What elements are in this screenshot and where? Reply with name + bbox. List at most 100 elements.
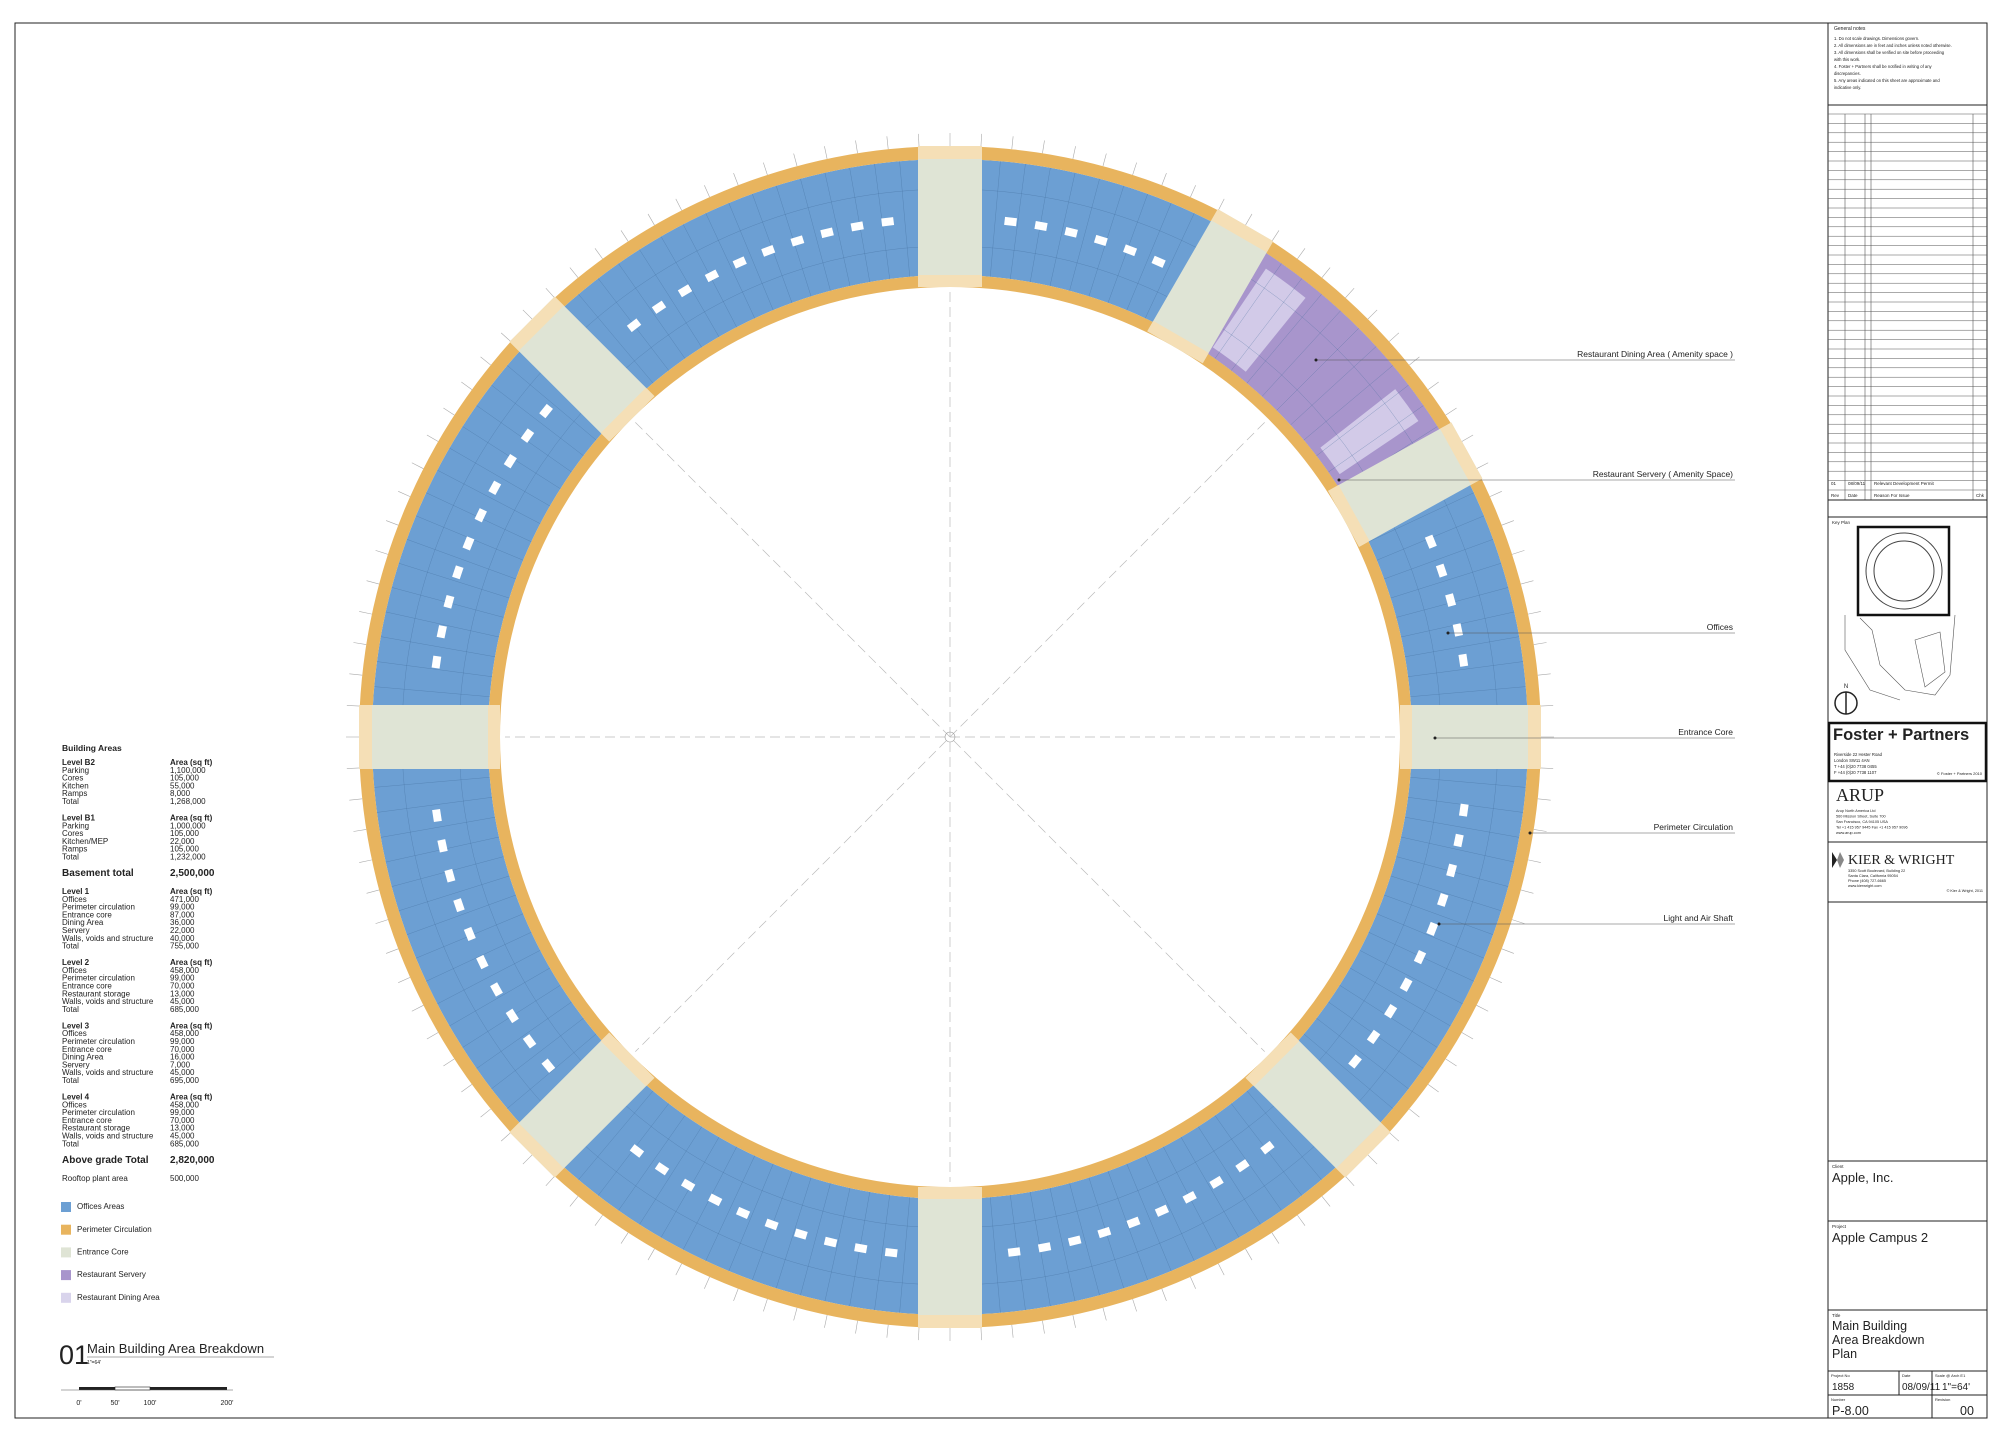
light-shaft — [793, 1228, 808, 1240]
revision-table — [1828, 113, 1987, 500]
rev-cell: Relevant Development Permit — [1874, 481, 1935, 486]
client-label: Client — [1832, 1164, 1844, 1169]
title-label: Title — [1832, 1313, 1841, 1318]
tick — [1445, 1058, 1457, 1067]
area-table: Building Areas Level B2 Area (sq ft) Parkin… — [62, 743, 215, 1183]
light-shaft — [539, 403, 553, 419]
grid-line — [449, 447, 551, 507]
kier-copyright: © Kier & Wright, 2011 — [1947, 889, 1983, 893]
grid-line — [376, 797, 492, 813]
level-heading: Level 3 — [62, 1021, 90, 1030]
row-area: 1,000,000 — [170, 821, 206, 830]
grid-line — [578, 294, 654, 384]
leader-dot — [1433, 736, 1437, 740]
grid-line — [1390, 875, 1502, 912]
row-area: 87,000 — [170, 910, 195, 919]
light-shaft — [764, 1218, 779, 1231]
grid-line — [1349, 967, 1451, 1027]
grid-line — [990, 1197, 1001, 1313]
light-shaft — [629, 1144, 645, 1158]
tick — [1161, 1288, 1167, 1301]
grid-line — [406, 894, 516, 935]
row-item: Total — [62, 1076, 79, 1085]
annotation: Perimeter Circulation — [1654, 822, 1734, 832]
core-band — [488, 705, 500, 769]
tick — [1511, 550, 1525, 555]
grid-line — [899, 1197, 910, 1313]
tick — [886, 1324, 889, 1338]
grid-line — [1145, 1155, 1195, 1261]
tick — [1218, 1263, 1225, 1276]
row-item: Walls, voids and structure — [62, 934, 154, 943]
light-shaft — [488, 480, 502, 495]
kier-logo — [1832, 852, 1837, 868]
row-area: 13,000 — [170, 1124, 195, 1133]
core-band — [918, 146, 982, 159]
tick — [1132, 162, 1137, 176]
light-shaft — [476, 954, 489, 970]
tick — [1427, 381, 1439, 390]
row-area: 13,000 — [170, 989, 195, 998]
light-shaft — [1413, 950, 1427, 965]
text-line: Santa Clara, California 95054 — [1848, 874, 1898, 878]
core-band — [509, 296, 564, 351]
text-line: www.arup.com — [1836, 831, 1861, 835]
light-shaft — [541, 1058, 556, 1073]
row-area: 105,000 — [170, 829, 199, 838]
total-label: Basement total — [62, 868, 134, 879]
row-item: Cores — [62, 829, 83, 838]
tick — [545, 287, 555, 299]
level-heading: Level 1 — [62, 887, 90, 896]
tick — [886, 136, 889, 150]
grid-line — [618, 1115, 686, 1211]
leader-dot — [1446, 631, 1450, 635]
rev-header: Chk — [1976, 493, 1985, 498]
rev-header: Rev — [1831, 493, 1840, 498]
annotation: Light and Air Shaft — [1664, 913, 1734, 923]
light-shaft — [436, 625, 447, 639]
tick — [647, 1248, 655, 1261]
tick — [411, 462, 424, 469]
tick — [480, 1108, 491, 1118]
tick — [1102, 1307, 1107, 1321]
light-shaft — [1067, 1235, 1082, 1247]
row-area: 8,000 — [170, 789, 191, 798]
core-band — [509, 1123, 564, 1178]
tick — [1489, 977, 1502, 983]
light-shaft — [790, 235, 805, 247]
arup-address: Arup North America Ltd 560 Mission Street… — [1836, 809, 1908, 835]
light-shaft — [1209, 1175, 1224, 1189]
tick — [359, 611, 372, 615]
ring-plan — [346, 133, 1554, 1341]
tick — [545, 1175, 555, 1187]
row-item: Offices — [62, 1029, 87, 1038]
tick — [1297, 1214, 1306, 1226]
tick — [793, 153, 798, 167]
level-heading: Level 2 — [62, 958, 90, 967]
tick — [386, 948, 399, 954]
tick — [1367, 309, 1378, 320]
tick — [763, 162, 768, 176]
row-item: Walls, voids and structure — [62, 997, 154, 1006]
grid-line — [1401, 836, 1515, 863]
grid-line — [1290, 346, 1377, 426]
row-item: Total — [62, 797, 79, 806]
row-area: 458,000 — [170, 1029, 199, 1038]
kier-logo — [1837, 852, 1844, 868]
tick — [359, 859, 372, 863]
rev-cell: 01 — [1831, 481, 1837, 486]
entrance-core — [918, 146, 982, 287]
light-shaft — [1260, 1140, 1275, 1155]
drawing-scale: 1"=64' — [87, 1360, 101, 1366]
row-item: Offices — [62, 1100, 87, 1109]
rev-header: Reason For Issue — [1874, 493, 1910, 498]
grid-line — [800, 178, 831, 291]
core-band — [918, 1187, 982, 1199]
light-shaft — [1458, 653, 1469, 667]
light-shaft — [520, 428, 535, 443]
drawing-title: 01 Main Building Area Breakdown 1"=64' 0… — [59, 1340, 274, 1407]
key-plan-ring — [1873, 540, 1935, 602]
light-shaft — [1123, 244, 1138, 257]
